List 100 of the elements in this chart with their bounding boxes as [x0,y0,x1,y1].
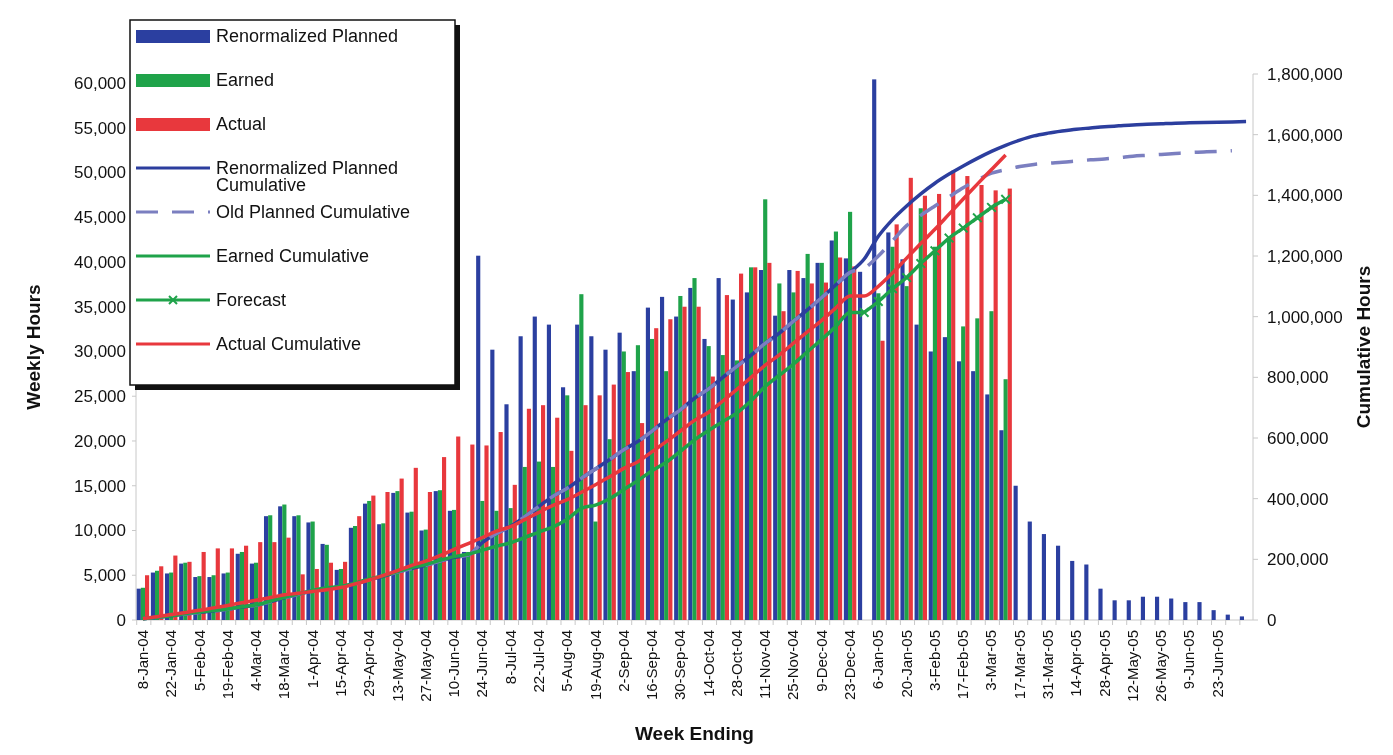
x-tick-label: 5-Aug-04 [558,630,576,692]
y2-tick-label: 400,000 [1267,489,1329,509]
bar [815,262,820,620]
y-tick-label: 15,000 [74,476,126,496]
legend-label: Actual [216,114,267,135]
x-tick-label: 6-Jan-05 [869,630,887,690]
bar [880,340,885,620]
y2-tick-label: 1,200,000 [1267,246,1343,266]
bar [702,338,707,620]
legend-label: Renormalized Planned [216,26,399,47]
bar [999,430,1004,620]
bar [1211,610,1216,620]
x-tick-label: 5-Feb-04 [190,630,208,691]
point [859,307,870,318]
bar [971,371,976,620]
bar [320,543,325,620]
bar [857,271,863,620]
bar [589,336,594,620]
bar [645,307,650,620]
x-tick-label: 10-Jun-04 [445,630,463,698]
bar [1027,521,1032,620]
bar [1169,598,1174,620]
bar [1140,596,1145,620]
point [929,245,940,256]
bar [942,337,947,620]
bar [730,299,735,620]
bar [433,491,438,620]
bar [362,503,368,620]
x-tick-label: 20-Jan-05 [897,630,915,698]
bar [758,270,764,620]
x-tick-label: 24-Jun-04 [473,630,491,698]
x-tick-label: 8-Jan-04 [133,630,151,690]
bar [914,324,919,620]
x-tick-label: 9-Jun-05 [1180,630,1198,690]
bar [405,512,410,620]
bar [900,259,905,620]
bar [140,587,145,620]
bar [1041,534,1046,620]
legend-label: Earned Cumulative [216,246,370,267]
bar [787,270,792,620]
x-tick-label: 15-Apr-04 [331,630,349,697]
bar [1007,188,1012,620]
point [958,223,969,234]
x-tick-label: 25-Nov-04 [784,630,802,701]
x-tick-label: 29-Apr-04 [360,630,378,697]
bar [975,318,980,620]
y2-axis-title: Cumulative Hours [1353,265,1374,429]
x-tick-label: 9-Dec-04 [812,630,830,692]
x-tick-label: 22-Jan-04 [162,630,180,698]
bar [1197,602,1202,620]
bar [1225,614,1230,620]
bar [989,311,994,620]
y-tick-label: 50,000 [74,163,126,183]
point [901,272,912,283]
point [986,202,997,213]
y2-tick-label: 1,800,000 [1267,64,1343,84]
bar [961,326,966,620]
x-tick-label: 8-Jul-04 [501,630,519,685]
x-tick-label: 28-Apr-05 [1095,630,1113,697]
x-tick-label: 13-May-04 [388,630,406,702]
y-tick-label: 55,000 [74,118,126,138]
y-tick-label: 45,000 [74,208,126,228]
y-tick-label: 30,000 [74,342,126,362]
x-tick-label: 28-Oct-04 [727,630,745,697]
x-tick-label: 14-Oct-04 [699,630,717,697]
point [972,212,983,223]
x-tick-label: 27-May-04 [416,630,434,702]
y2-tick-label: 600,000 [1267,428,1329,448]
x-tick-label: 4-Mar-04 [247,630,265,691]
y2-tick-label: 1,400,000 [1267,186,1343,206]
bar [136,588,141,620]
x-tick-label: 30-Sep-04 [671,630,689,701]
y2-tick-label: 200,000 [1267,550,1329,570]
bar [886,232,891,620]
bar [1183,602,1188,620]
bar [1013,485,1018,620]
x-tick-label: 3-Mar-05 [982,630,1000,691]
bar [593,521,598,620]
bar [292,516,297,620]
x-tick-label: 22-Jul-04 [529,630,547,693]
x-tick-label: 26-May-05 [1152,630,1170,702]
bar [1070,560,1075,620]
x-tick-label: 3-Feb-05 [925,630,943,691]
bar [1084,564,1089,620]
point [1000,194,1011,205]
bar [461,551,467,620]
y-tick-label: 35,000 [74,297,126,317]
point [944,233,955,244]
y-tick-label: 40,000 [74,252,126,272]
x-tick-label: 17-Mar-05 [1010,630,1028,700]
x-tick-label: 17-Feb-05 [954,630,972,700]
bar [674,316,679,620]
bar [956,361,962,620]
legend-label: Actual Cumulative [216,334,362,355]
y-tick-label: 0 [116,610,126,630]
line-series [141,153,1008,621]
x-tick-label: 23-Jun-05 [1208,630,1226,698]
bar [985,394,990,620]
point [873,296,884,307]
y-tick-label: 20,000 [74,431,126,451]
